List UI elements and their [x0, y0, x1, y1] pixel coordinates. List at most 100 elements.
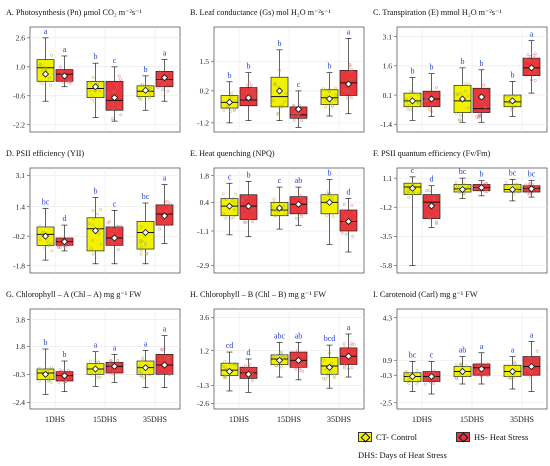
data-point [325, 213, 329, 217]
significance-letter: a [480, 342, 484, 351]
data-point [248, 217, 252, 221]
data-point [119, 113, 123, 117]
data-point [425, 189, 428, 193]
data-point [252, 366, 256, 370]
data-point [243, 364, 247, 368]
data-point [535, 349, 539, 353]
data-point [406, 107, 410, 111]
data-point [526, 185, 530, 189]
data-point [341, 350, 345, 354]
significance-letter: d [347, 188, 351, 197]
significance-letter: a [144, 339, 148, 348]
data-point [242, 220, 246, 224]
data-point [167, 206, 171, 210]
data-point [233, 363, 237, 367]
data-point [276, 112, 280, 116]
data-point [454, 111, 458, 115]
data-point [476, 371, 479, 375]
panel-title: D. PSII efficiency (YII) [6, 149, 84, 158]
data-point [484, 188, 488, 192]
mean-marker [294, 200, 303, 208]
data-point [88, 359, 92, 363]
mean-marker [325, 95, 334, 103]
data-point [226, 104, 230, 108]
data-point [241, 371, 245, 375]
data-point [116, 224, 120, 228]
data-point [91, 252, 95, 256]
mean-marker [244, 370, 253, 378]
panel-2: C. Transpiration (E) mmol H₂O m⁻²s⁻¹ 3.1 1… [373, 8, 548, 133]
data-point [58, 245, 62, 249]
y-tick-label: 3.1 [16, 171, 26, 180]
data-point [157, 74, 161, 78]
mean-marker [275, 87, 284, 95]
x-tick-label: 35DHS [143, 415, 167, 424]
data-point [139, 252, 143, 256]
data-point [165, 209, 168, 212]
y-tick-label: 1.8 [16, 342, 26, 351]
y-tick-label: -5.8 [380, 261, 392, 270]
data-point [324, 368, 328, 371]
significance-letter: ab [459, 346, 467, 355]
data-point [232, 216, 236, 220]
data-point [168, 372, 172, 376]
y-tick-label: -2.6 [197, 399, 209, 408]
mean-marker [408, 97, 417, 105]
mean-marker [141, 228, 150, 237]
mean-marker [508, 367, 517, 376]
mean-marker [160, 361, 169, 369]
data-point [245, 195, 249, 199]
data-point [409, 96, 413, 99]
mean-marker [408, 372, 417, 381]
data-point [224, 366, 227, 370]
data-point [160, 84, 164, 88]
data-point [435, 222, 438, 225]
y-tick-label: 1.2 [200, 346, 210, 355]
data-point [467, 82, 471, 86]
data-point [168, 81, 172, 85]
mean-marker [527, 362, 536, 371]
data-point [50, 249, 54, 253]
data-point [485, 97, 489, 101]
mean-marker [508, 97, 517, 105]
data-point [344, 232, 348, 236]
data-point [526, 53, 530, 57]
data-point [343, 346, 346, 350]
data-point [271, 205, 275, 209]
data-point [93, 359, 97, 363]
mean-marker [225, 367, 234, 376]
data-point [148, 373, 152, 377]
x-tick-label: 15DHS [460, 415, 484, 424]
data-point [245, 90, 249, 94]
data-point [428, 189, 431, 193]
data-point [291, 364, 295, 368]
data-point [273, 354, 277, 358]
data-point [407, 196, 411, 199]
significance-letter: bc [509, 168, 517, 177]
y-tick-label: -2.4 [13, 398, 25, 407]
significance-letter: b [411, 67, 415, 76]
data-point [405, 191, 409, 195]
data-point [348, 62, 352, 66]
data-point [49, 365, 53, 369]
data-point [139, 371, 143, 374]
y-tick-label: -2.9 [197, 261, 209, 270]
data-point [482, 83, 486, 87]
data-point [330, 104, 334, 108]
data-point [273, 82, 277, 86]
data-point [62, 81, 66, 85]
y-tick-label: -1.3 [197, 381, 209, 390]
data-point [165, 218, 169, 222]
data-point [436, 213, 440, 217]
data-point [432, 382, 436, 385]
data-point [158, 70, 162, 74]
data-point [534, 187, 538, 190]
data-point [245, 83, 249, 87]
significance-letter: c [430, 351, 434, 360]
y-tick-label: 3.6 [200, 313, 210, 322]
data-point [106, 91, 110, 95]
data-point [510, 108, 514, 112]
data-point [283, 99, 287, 103]
data-point [282, 204, 286, 208]
significance-letter: d [63, 214, 67, 223]
